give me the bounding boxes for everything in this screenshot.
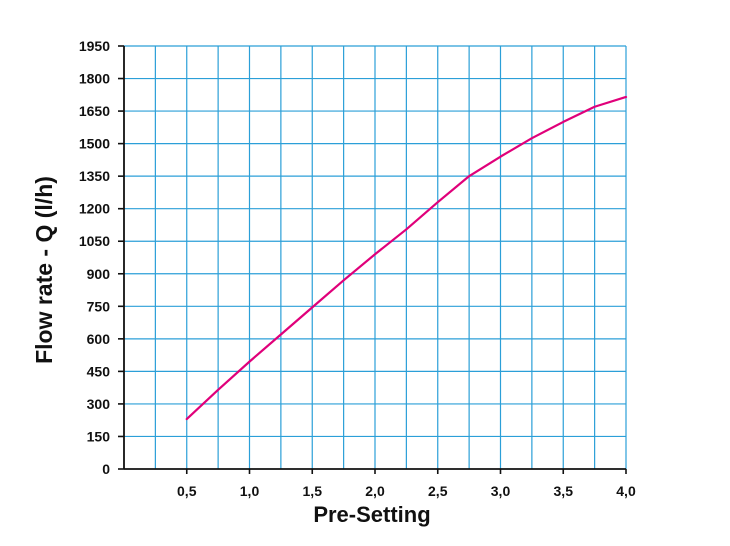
y-tick-label: 1200 [79,201,110,217]
grid-layer [124,45,627,469]
y-tick-label: 150 [87,428,111,444]
series-layer [185,95,628,421]
y-tick-label: 450 [87,363,111,379]
x-tick-label: 2,0 [365,483,385,499]
x-tick-label: 4,0 [616,483,636,499]
y-tick-label: 600 [87,331,111,347]
y-tick-label: 900 [87,266,111,282]
y-tick-label: 1050 [79,233,110,249]
x-tick-label: 3,5 [554,483,574,499]
x-tick-label: 2,5 [428,483,448,499]
x-tick-label: 3,0 [491,483,511,499]
y-tick-label: 750 [87,298,111,314]
y-tick-label: 300 [87,396,111,412]
x-axis-title: Pre-Setting [313,502,430,527]
label-layer: 0 150 300 450 600 750 900 1050 1200 1350 1500 1650 1… [79,38,636,499]
axis-layer [118,45,627,474]
x-tick-label: 0,5 [177,483,197,499]
y-tick-label: 1950 [79,38,110,54]
y-tick-label: 1800 [79,71,110,87]
flow-rate-series-line [185,95,628,421]
y-tick-label: 1650 [79,103,110,119]
y-tick-label: 1500 [79,136,110,152]
y-tick-label: 1350 [79,168,110,184]
x-tick-label: 1,0 [240,483,260,499]
y-tick-label: 0 [102,461,110,477]
x-tick-label: 1,5 [303,483,323,499]
y-axis-title: Flow rate - Q (l/h) [31,176,57,364]
